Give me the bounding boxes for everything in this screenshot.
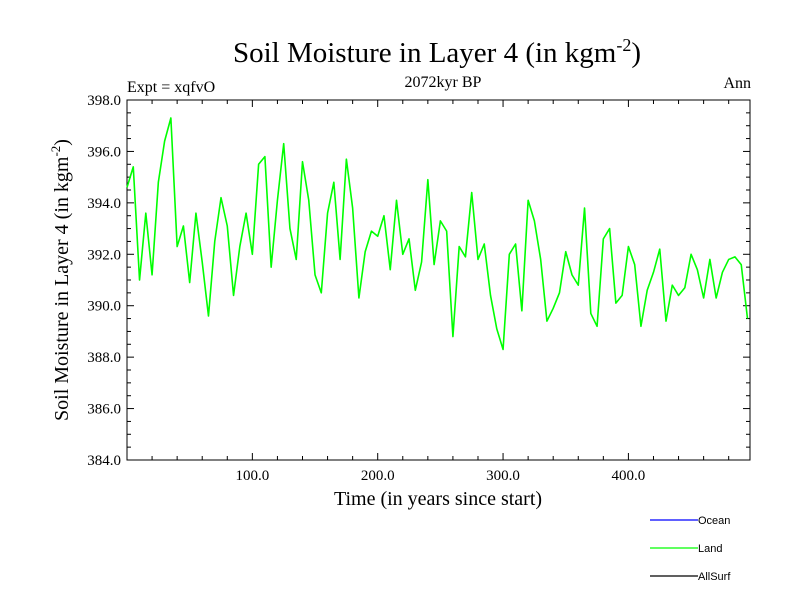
plot-frame	[126, 99, 751, 461]
x-tick-label: 400.0	[612, 468, 646, 484]
legend-label: Ocean	[698, 515, 730, 527]
y-axis: 384.0 386.0 388.0 390.0 392.0 394.0 396.0 398.0	[87, 93, 750, 469]
series-layer	[126, 117, 749, 351]
chart-subtitle: 2072kyr BP	[405, 74, 482, 91]
y-tick-label: 396.0	[87, 144, 121, 160]
x-tick-label: 100.0	[235, 468, 269, 484]
x-tick-label: 200.0	[361, 468, 395, 484]
legend-label: AllSurf	[698, 571, 731, 583]
y-tick-label: 386.0	[87, 402, 121, 418]
legend-label: Land	[698, 543, 722, 555]
season-label: Ann	[723, 75, 751, 92]
series-line-land	[126, 117, 749, 351]
x-axis-label: Time (in years since start)	[334, 488, 542, 510]
y-axis-label: Soil Moisture in Layer 4 (in kgm-2)	[48, 139, 73, 421]
experiment-label: Expt = xqfvO	[127, 79, 215, 96]
y-tick-label: 390.0	[87, 299, 121, 315]
y-tick-label: 394.0	[87, 196, 121, 212]
x-tick-label: 300.0	[486, 468, 520, 484]
legend: Ocean Land AllSurf	[650, 515, 731, 583]
y-tick-label: 398.0	[87, 93, 121, 109]
y-tick-label: 388.0	[87, 350, 121, 366]
x-axis: 100.0 200.0 300.0 400.0	[151, 100, 730, 484]
y-tick-label: 384.0	[87, 453, 121, 469]
chart-title: Soil Moisture in Layer 4 (in kgm-2)	[233, 35, 641, 69]
y-tick-label: 392.0	[87, 247, 121, 263]
